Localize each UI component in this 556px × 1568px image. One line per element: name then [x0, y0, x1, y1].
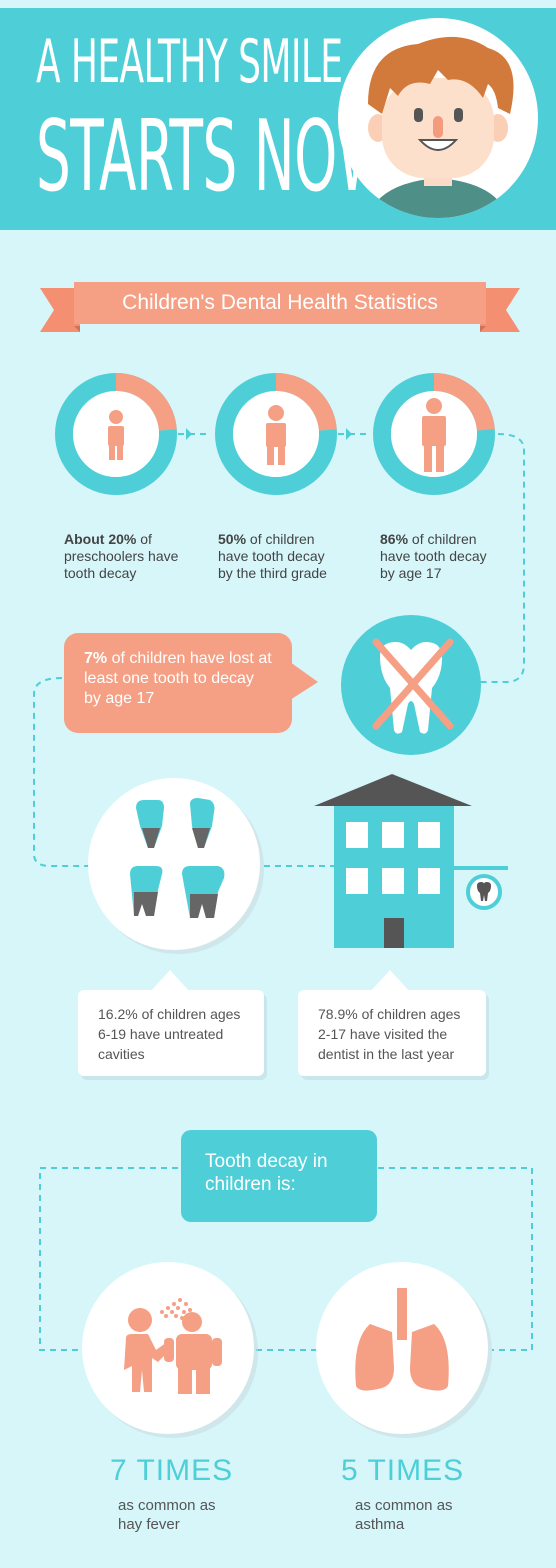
title-line-1: A HEALTHY SMILE: [36, 27, 343, 97]
stat-preschoolers: About 20% of preschoolers have tooth dec…: [64, 531, 179, 581]
lungs-asthma-icon: [316, 1262, 492, 1438]
boy-avatar-icon: [338, 18, 538, 218]
lost-tooth-callout: 7% of children have lost at least one to…: [64, 633, 292, 733]
hay-fever-description: as common as hay fever: [118, 1497, 216, 1533]
stat-age-17: 86% of children have tooth decay by age …: [380, 531, 487, 581]
stat-third-grade: 50% of children have tooth decay by the …: [218, 531, 327, 581]
dentist-visit-text: 78.9% of children ages 2-17 have visited…: [318, 1006, 461, 1062]
untreated-cavities-text: 16.2% of children ages 6-19 have untreat…: [98, 1006, 241, 1062]
ribbon-ends: [40, 288, 520, 332]
donut-age-17: [373, 373, 495, 495]
donut-third-grade: [215, 373, 337, 495]
card-pointer-left: [150, 970, 190, 992]
donut-preschoolers: [55, 373, 177, 495]
hay-fever-times: 7 TIMES: [110, 1454, 234, 1487]
dentist-visit-card: 78.9% of children ages 2-17 have visited…: [298, 990, 486, 1076]
hay-fever-sneeze-icon: [82, 1262, 258, 1438]
ribbon-title: Children's Dental Health Statistics: [74, 282, 486, 324]
header-divider: [0, 226, 556, 230]
untreated-cavities-card: 16.2% of children ages 6-19 have untreat…: [78, 990, 264, 1076]
comparison-heading: Tooth decay in children is:: [181, 1130, 377, 1222]
card-pointer-right: [370, 970, 410, 992]
damaged-teeth-icon: [88, 778, 264, 954]
dentist-office-icon: [314, 774, 508, 948]
crossed-tooth-icon: [341, 615, 481, 755]
asthma-description: as common as asthma: [355, 1497, 453, 1533]
callout-pointer: [290, 662, 318, 700]
asthma-times: 5 TIMES: [341, 1454, 465, 1487]
